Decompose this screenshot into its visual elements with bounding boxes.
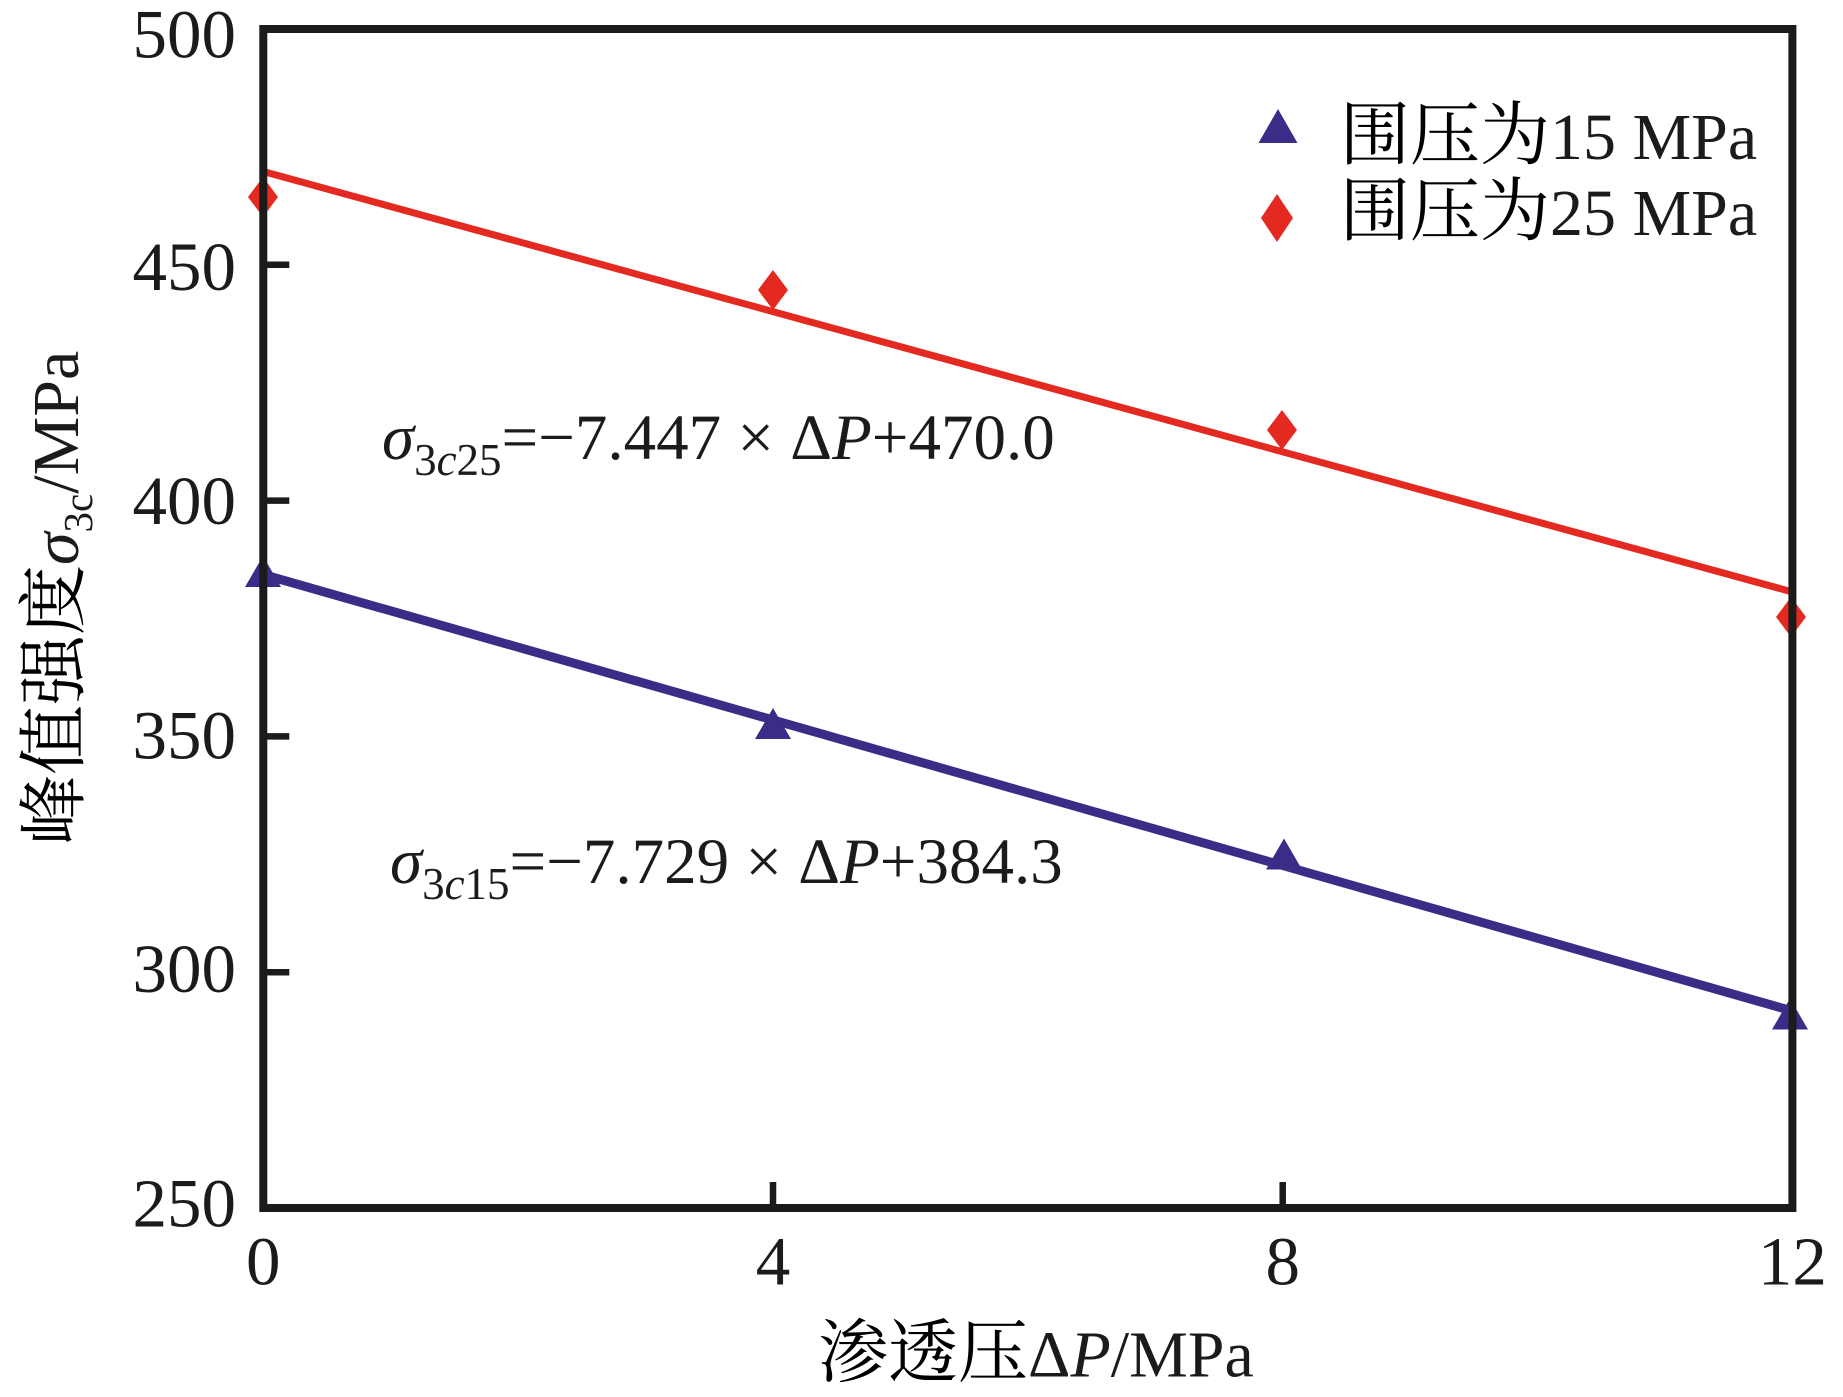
svg-text:450: 450 [133,229,237,305]
svg-text:12: 12 [1758,1224,1827,1300]
svg-text:25 MPa: 25 MPa [1550,177,1757,250]
svg-text:300: 300 [133,931,237,1007]
svg-text:8: 8 [1265,1224,1300,1300]
svg-text:0: 0 [246,1224,281,1300]
svg-text:400: 400 [133,463,237,539]
svg-text:350: 350 [133,697,237,773]
svg-text:σ3c/MPa: σ3c/MPa [20,351,101,565]
svg-text:500: 500 [133,0,237,73]
svg-text:σ3c25=−7.447 × ΔP+470.0: σ3c25=−7.447 × ΔP+470.0 [382,402,1055,485]
svg-text:4: 4 [756,1224,791,1300]
svg-text:15 MPa: 15 MPa [1550,101,1757,174]
svg-text:ΔP/MPa: ΔP/MPa [1028,1319,1254,1392]
svg-text:250: 250 [133,1166,237,1242]
svg-text:σ3c15=−7.729 × ΔP+384.3: σ3c15=−7.729 × ΔP+384.3 [390,826,1063,909]
